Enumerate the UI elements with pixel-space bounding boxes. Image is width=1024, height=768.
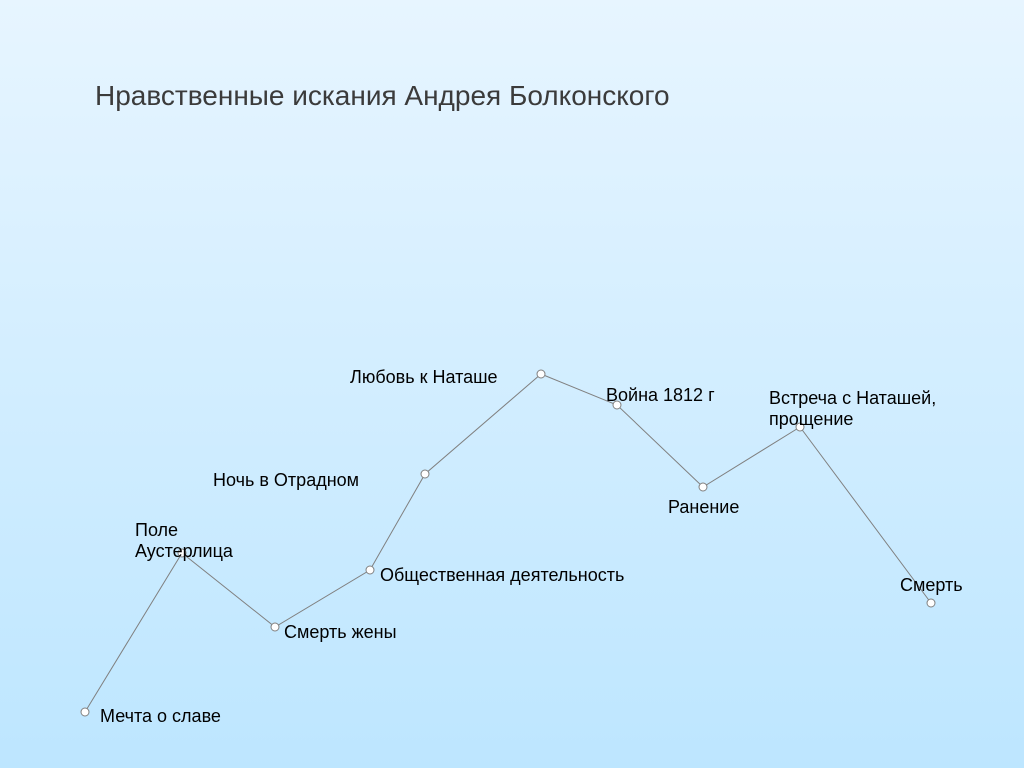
chart-point-9 — [927, 599, 935, 607]
chart-label-8: Встреча с Наташей, прощение — [769, 388, 936, 430]
chart-label-2: Смерть жены — [284, 622, 397, 643]
chart-point-0 — [81, 708, 89, 716]
slide-title: Нравственные искания Андрея Болконского — [95, 80, 670, 112]
chart-point-7 — [699, 483, 707, 491]
chart-label-7: Ранение — [668, 497, 739, 518]
chart-label-4: Ночь в Отрадном — [213, 470, 359, 491]
chart-label-3: Общественная деятельность — [380, 565, 624, 586]
chart-label-0: Мечта о славе — [100, 706, 221, 727]
chart-point-4 — [421, 470, 429, 478]
chart-point-3 — [366, 566, 374, 574]
chart-label-6: Война 1812 г — [606, 385, 715, 406]
chart-svg — [0, 0, 1024, 768]
slide-canvas: Нравственные искания Андрея Болконского … — [0, 0, 1024, 768]
chart-point-5 — [537, 370, 545, 378]
chart-label-1: Поле Аустерлица — [135, 520, 233, 562]
chart-point-2 — [271, 623, 279, 631]
chart-label-5: Любовь к Наташе — [350, 367, 498, 388]
chart-label-9: Смерть — [900, 575, 963, 596]
